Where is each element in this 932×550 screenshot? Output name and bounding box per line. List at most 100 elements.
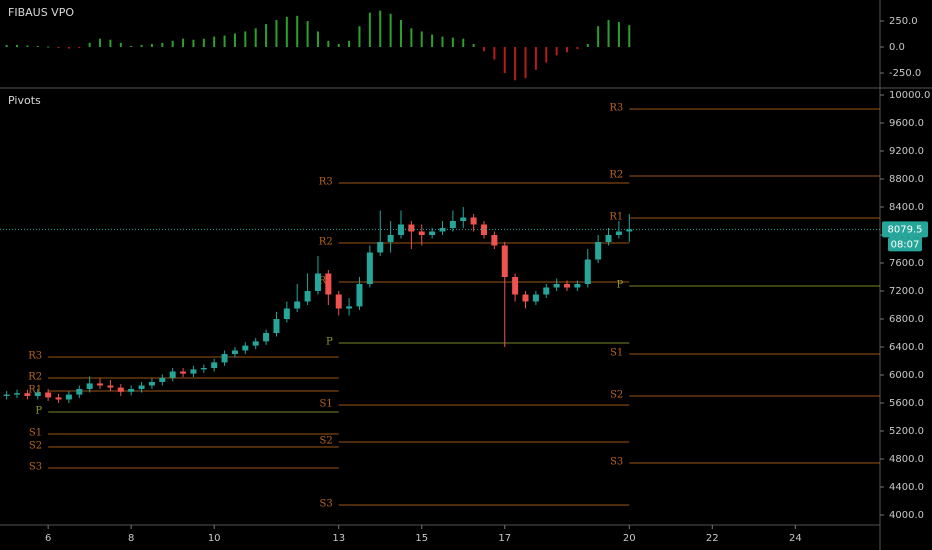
candle-body [615, 231, 622, 235]
candle-body [169, 371, 176, 378]
countdown-box [888, 237, 922, 252]
vpo-bar [223, 35, 226, 48]
vpo-bar [171, 40, 174, 48]
candle-body [128, 388, 135, 392]
candle-body [159, 377, 166, 382]
y-tick-label: 4400.0 [889, 482, 924, 493]
vpo-bar [555, 47, 558, 56]
candle-body [325, 273, 332, 295]
y-tick-label: 5600.0 [889, 398, 924, 409]
candle-body [377, 241, 384, 253]
vpo-bar [327, 40, 330, 48]
candle-body [304, 290, 311, 302]
pivot-label: P [617, 280, 624, 291]
candle-body [564, 283, 571, 288]
vpo-bar [161, 42, 164, 48]
candle-body [138, 385, 145, 389]
candle-body [148, 381, 155, 386]
candle-body [200, 367, 207, 370]
vpo-bar [534, 47, 537, 70]
candle-body [314, 273, 321, 291]
vpo-bar [389, 13, 392, 48]
pivot-label: S2 [29, 441, 42, 452]
vpo-bar [47, 46, 50, 48]
vpo-bar [78, 47, 81, 49]
candle-body [543, 287, 550, 295]
countdown-label: 08:07 [891, 239, 920, 250]
candle-body [501, 245, 508, 277]
candle-body [491, 234, 498, 246]
candle-body [512, 276, 519, 295]
last-price-label: 8079.5 [888, 224, 923, 235]
candle-body [429, 231, 436, 235]
x-tick-label: 6 [45, 533, 51, 544]
vpo-bar [88, 42, 91, 48]
candle-body [470, 217, 477, 225]
vpo-bar [99, 38, 102, 48]
candle-body [263, 332, 270, 342]
y-tick-label: 6000.0 [889, 370, 924, 381]
vpo-bar [67, 47, 70, 49]
vpo-bar [451, 37, 454, 48]
vpo-bar [379, 10, 382, 48]
pivot-label: S2 [610, 389, 623, 400]
y-tick-label: 7200.0 [889, 286, 924, 297]
y-tick-label: 6800.0 [889, 314, 924, 325]
candle-body [76, 388, 83, 395]
candle-body [55, 397, 62, 400]
vpo-bar [57, 47, 60, 49]
y-tick-label: 8800.0 [889, 174, 924, 185]
candle-body [14, 393, 21, 395]
pivot-label: P [326, 337, 333, 348]
vpo-bar [150, 43, 153, 48]
vpo-bar [420, 31, 423, 48]
vpo-bar [462, 38, 465, 48]
x-tick-label: 20 [623, 533, 636, 544]
vpo-bar [119, 42, 122, 48]
y-tick-label: 5200.0 [889, 426, 924, 437]
pivot-label: R3 [609, 102, 623, 113]
candle-body [231, 350, 238, 354]
vpo-bar [254, 28, 257, 48]
candle-body [221, 353, 228, 363]
x-tick-label: 10 [208, 533, 221, 544]
candle-body [211, 362, 218, 368]
vpo-bar [493, 47, 496, 60]
vpo-bar [36, 45, 39, 48]
vpo-bar [26, 45, 29, 48]
y-tick-label: 7600.0 [889, 258, 924, 269]
candle-body [65, 394, 72, 400]
candle-body [294, 301, 301, 309]
vpo-bar [617, 22, 620, 48]
pivot-label: S1 [319, 399, 332, 410]
vpo-bar [285, 16, 288, 48]
y-tick-label: 6400.0 [889, 342, 924, 353]
pivot-label: R1 [28, 385, 42, 396]
pivot-label: R2 [319, 236, 333, 247]
pivot-label: R3 [319, 176, 333, 187]
vpo-bar [514, 47, 517, 81]
vpo-bar [202, 38, 205, 48]
candle-body [481, 224, 487, 235]
vpo-bar [472, 43, 475, 48]
candle-body [335, 294, 342, 309]
vpo-bar [5, 44, 8, 48]
candle-body [346, 306, 353, 309]
vpo-bar [358, 26, 361, 48]
vpo-bar [576, 47, 579, 50]
last-price-box [882, 221, 928, 238]
candle-body [626, 229, 633, 232]
candle-body [86, 383, 93, 389]
candle-body [3, 394, 10, 396]
vpo-bar [348, 40, 351, 48]
vpo-bar [441, 36, 444, 48]
vpo-bar [130, 45, 133, 48]
pivot-label: R2 [28, 372, 42, 383]
candle-body [97, 383, 104, 386]
pivot-label: S1 [29, 428, 42, 439]
vpo-bar [306, 21, 309, 48]
candle-body [24, 393, 31, 396]
x-tick-label: 15 [415, 533, 428, 544]
